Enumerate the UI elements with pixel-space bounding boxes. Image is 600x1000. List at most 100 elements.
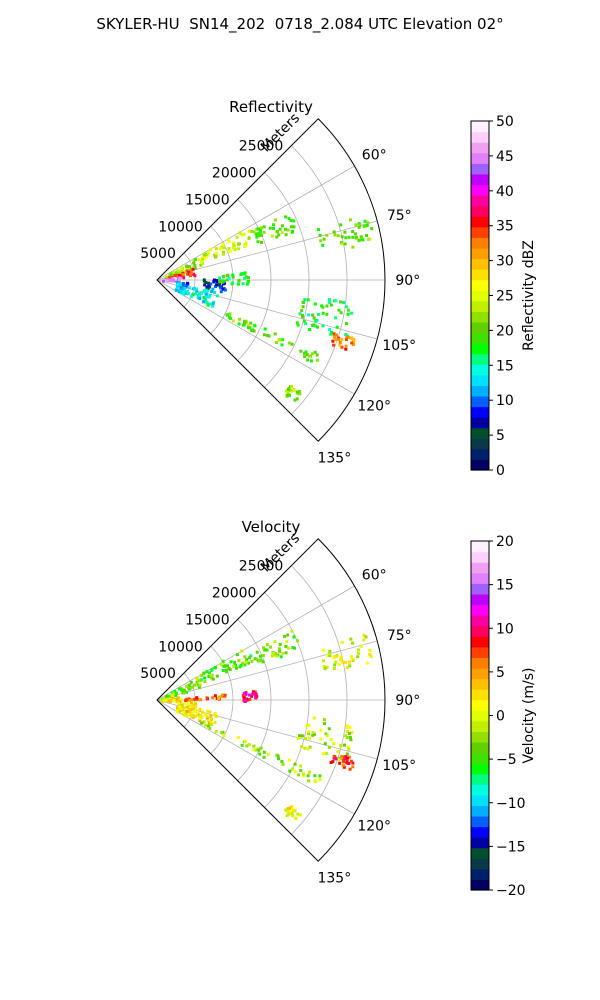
- colorbar: −20 −15 −10 −5 0 5 10 15 20 Velocity (m/s): [470, 534, 537, 899]
- echo-point: [364, 635, 368, 639]
- echo-point: [226, 238, 230, 242]
- echo-point: [247, 229, 251, 233]
- echo-point: [244, 660, 248, 664]
- echo-point: [206, 287, 210, 291]
- echo-point: [233, 660, 237, 664]
- echo-point: [211, 304, 215, 308]
- colorbar-segment: [471, 205, 489, 217]
- echo-point: [321, 311, 325, 315]
- echo-point: [186, 267, 190, 271]
- colorbar-tick-label: 0: [496, 709, 505, 725]
- echo-point: [205, 295, 209, 299]
- echo-point: [197, 258, 201, 261]
- colorbar-segment: [471, 593, 489, 606]
- colorbar-segment: [471, 237, 489, 249]
- echo-point: [275, 654, 279, 658]
- echo-point: [334, 660, 338, 664]
- echo-point: [187, 710, 191, 714]
- echo-point: [205, 696, 209, 700]
- colorbar-segment: [471, 583, 489, 595]
- echo-point: [180, 688, 184, 692]
- echo-point: [240, 743, 244, 747]
- echo-point: [337, 337, 340, 341]
- echo-point: [200, 721, 204, 725]
- echo-point: [281, 762, 285, 766]
- echo-point: [243, 319, 246, 323]
- echo-point: [179, 709, 183, 713]
- echo-point: [221, 243, 225, 247]
- echo-point: [369, 655, 373, 658]
- colorbar-segment: [471, 667, 489, 680]
- echo-point: [243, 271, 247, 275]
- echo-point: [247, 326, 250, 330]
- echo-point: [209, 673, 213, 677]
- colorbar-tick-label: 20: [496, 323, 514, 339]
- echo-point: [292, 635, 296, 639]
- echo-point: [273, 332, 277, 336]
- colorbar-tick-label: −10: [496, 796, 526, 812]
- echo-point: [262, 750, 266, 754]
- echo-point: [237, 242, 241, 246]
- echo-point: [214, 285, 217, 288]
- echo-point: [199, 263, 203, 267]
- echo-point: [202, 278, 206, 282]
- echo-point: [306, 298, 310, 302]
- echo-layer: [160, 629, 373, 820]
- echo-point: [303, 746, 307, 750]
- echo-point: [211, 287, 215, 291]
- echo-point: [304, 322, 308, 326]
- echo-point: [277, 233, 281, 237]
- colorbar-segment: [471, 216, 489, 228]
- echo-point: [332, 742, 336, 746]
- echo-point: [342, 301, 346, 305]
- echo-point: [313, 350, 317, 354]
- echo-point: [338, 340, 342, 344]
- echo-point: [343, 757, 347, 761]
- echo-point: [284, 644, 288, 648]
- echo-point: [195, 696, 199, 700]
- echo-point: [228, 312, 232, 316]
- echo-point: [311, 730, 315, 734]
- echo-point: [340, 242, 344, 246]
- echo-point: [196, 683, 200, 687]
- echo-point: [321, 324, 325, 328]
- echo-point: [204, 252, 208, 256]
- echo-point: [213, 694, 217, 698]
- echo-point: [313, 302, 317, 306]
- echo-point: [257, 748, 261, 752]
- echo-point: [216, 280, 219, 284]
- echo-point: [313, 774, 317, 778]
- echo-point: [350, 341, 354, 345]
- echo-point: [179, 291, 183, 295]
- echo-point: [215, 251, 218, 255]
- echo-point: [345, 752, 349, 756]
- echo-point: [215, 714, 219, 718]
- echo-point: [185, 265, 189, 268]
- echo-point: [202, 300, 205, 304]
- echo-point: [328, 654, 332, 658]
- echo-point: [211, 677, 215, 681]
- colorbar-segment: [471, 121, 489, 133]
- echo-point: [253, 657, 257, 661]
- echo-point: [348, 767, 352, 771]
- echo-point: [213, 665, 217, 669]
- colorbar-segment: [471, 710, 489, 722]
- echo-point: [339, 311, 343, 315]
- echo-point: [237, 278, 241, 282]
- echo-point: [210, 289, 214, 293]
- echo-point: [203, 676, 207, 680]
- echo-point: [169, 279, 173, 282]
- echo-point: [293, 770, 297, 773]
- echo-point: [357, 225, 361, 229]
- echo-point: [207, 281, 210, 285]
- colorbar-segment: [471, 572, 489, 584]
- echo-point: [337, 308, 341, 312]
- echo-point: [292, 225, 296, 229]
- colorbar-segment: [471, 689, 489, 701]
- echo-point: [343, 743, 346, 747]
- echo-point: [286, 228, 290, 232]
- echo-point: [293, 398, 297, 402]
- colorbar-segment: [471, 815, 489, 828]
